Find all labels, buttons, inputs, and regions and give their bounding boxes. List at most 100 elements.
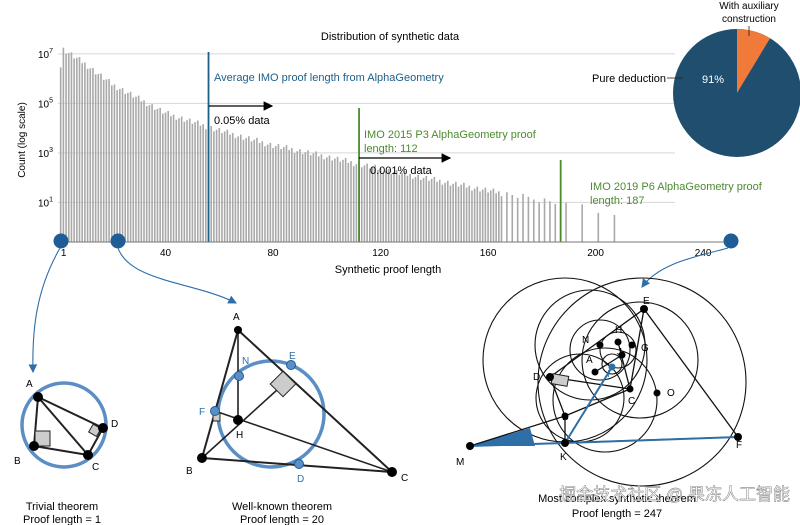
bar-71 (248, 136, 250, 242)
bar-183 (549, 201, 551, 242)
blue-segments (469, 366, 739, 447)
bar-25 (124, 93, 127, 242)
bar-64 (229, 134, 231, 242)
bar-69 (242, 139, 245, 242)
bar-142 (438, 179, 441, 242)
bar-53 (199, 125, 202, 242)
circle-9 (601, 353, 623, 375)
bar-185 (554, 204, 557, 242)
point-o (653, 389, 661, 397)
bar-41 (167, 111, 170, 243)
x-axis-label: Synthetic proof length (335, 264, 441, 276)
bar-76 (261, 141, 264, 242)
bar-111 (355, 164, 358, 242)
bar-163 (495, 193, 497, 242)
bar-86 (288, 150, 290, 242)
y-tick-1: 105 (38, 97, 53, 110)
complex-points (466, 305, 742, 450)
bar-82 (277, 144, 280, 242)
bar-80 (272, 147, 274, 242)
bar-58 (213, 131, 215, 242)
label-h: H (615, 325, 622, 336)
label-d: D (533, 372, 540, 383)
altitude-b (201, 379, 289, 459)
bar-156 (476, 186, 479, 242)
bar-35 (151, 104, 153, 243)
bar-20 (110, 85, 113, 242)
bar-49 (188, 118, 191, 242)
bar-128 (401, 172, 403, 242)
caption-line1: Well-known theorem (232, 501, 332, 513)
bar-113 (360, 167, 363, 242)
bar-143 (441, 184, 444, 242)
bar-121 (382, 172, 385, 242)
point-e (286, 360, 296, 370)
point-j (618, 351, 626, 359)
x-tick-labels: 1 40 80 120 160 200 240 (61, 248, 712, 259)
x-tick-40: 40 (160, 248, 172, 259)
bar-34 (148, 105, 151, 242)
bar-36 (153, 109, 156, 242)
bar-105 (339, 161, 342, 242)
bar-63 (226, 129, 229, 242)
right-angle-mark (550, 373, 570, 387)
label-e: E (289, 351, 296, 362)
label-b: B (14, 456, 21, 467)
bar-14 (94, 74, 97, 243)
bars (59, 47, 616, 243)
point-a (33, 392, 43, 402)
label-k: K (560, 452, 567, 463)
bar-161 (489, 190, 492, 242)
connector-to-trivial (28, 247, 61, 374)
bar-39 (162, 113, 164, 243)
pie-value-pure-deduction: 91% (702, 74, 724, 86)
bar-22 (116, 90, 118, 243)
bar-177 (532, 199, 535, 242)
bar-45 (178, 118, 180, 242)
bar-92 (304, 152, 307, 242)
circle-2 (534, 289, 646, 401)
circle-7 (569, 319, 631, 381)
bar-1 (59, 67, 62, 243)
bar-70 (245, 137, 247, 242)
label-c: C (628, 396, 635, 407)
bar-157 (479, 191, 481, 242)
bar-159 (484, 187, 487, 242)
point-c (83, 450, 93, 460)
bar-119 (377, 169, 379, 242)
circle-8 (599, 331, 637, 369)
circle-4 (581, 301, 699, 419)
bar-109 (350, 161, 352, 242)
point-i (608, 363, 616, 371)
marker-label-imo2019-line2: length: 187 (590, 195, 644, 207)
bar-42 (170, 116, 172, 242)
label-0-001-percent: 0.001% data (370, 165, 433, 177)
bar-61 (221, 133, 223, 242)
bar-19 (108, 79, 110, 242)
bar-195 (581, 204, 583, 242)
altitude-c (214, 410, 393, 473)
point-d (294, 459, 304, 469)
label-b: B (186, 466, 193, 477)
bar-38 (159, 107, 161, 242)
point-g (628, 341, 636, 349)
bar-65 (231, 133, 234, 242)
x-tick-120: 120 (372, 248, 389, 259)
bar-141 (436, 181, 438, 242)
point-n (234, 371, 244, 381)
label-o: O (667, 388, 675, 399)
bar-67 (237, 136, 239, 242)
bar-171 (516, 197, 519, 242)
bar-106 (342, 159, 344, 242)
bar-66 (234, 138, 237, 242)
right-angle-mark-d (87, 423, 102, 438)
bar-54 (202, 124, 204, 242)
marker-label-imo2015-line2: length: 112 (364, 143, 418, 155)
y-tick-labels: 107 105 103 101 (38, 48, 53, 209)
bar-148 (455, 181, 457, 242)
bar-122 (385, 170, 387, 242)
bar-78 (266, 144, 269, 242)
well-known-theorem-diagram: A B C H N E F D Well-known theorem Proof… (186, 312, 408, 525)
bar-31 (140, 101, 143, 242)
